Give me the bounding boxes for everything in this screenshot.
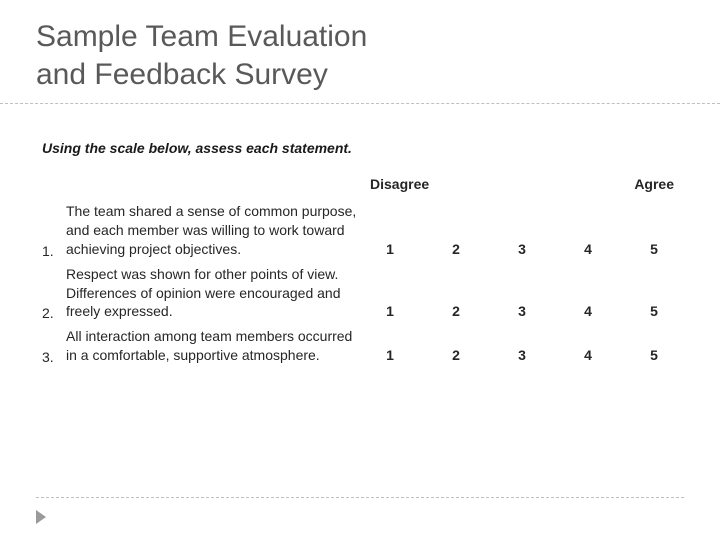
title-line-2: and Feedback Survey <box>36 56 720 94</box>
scale-option: 4 <box>568 303 608 319</box>
scale-option: 2 <box>436 241 476 257</box>
slide-title-block: Sample Team Evaluation and Feedback Surv… <box>0 0 720 93</box>
survey-item-row: 2. Respect was shown for other points of… <box>42 265 678 322</box>
scale-options: 1 2 3 4 5 <box>366 347 678 365</box>
survey-item-row: 1. The team shared a sense of common pur… <box>42 202 678 259</box>
scale-option: 4 <box>568 241 608 257</box>
scale-option: 2 <box>436 303 476 319</box>
scale-option: 1 <box>370 347 410 363</box>
scale-header: Disagree Agree <box>366 176 678 192</box>
title-line-1: Sample Team Evaluation <box>36 18 720 56</box>
scale-option: 2 <box>436 347 476 363</box>
scale-option: 3 <box>502 347 542 363</box>
item-number: 3. <box>42 349 66 365</box>
item-statement: The team shared a sense of common purpos… <box>66 202 366 259</box>
scale-header-row: Disagree Agree <box>42 176 678 192</box>
header-num-spacer <box>42 176 66 192</box>
scale-option: 5 <box>634 303 674 319</box>
scale-option: 4 <box>568 347 608 363</box>
header-stmt-spacer <box>66 176 366 192</box>
scale-option: 3 <box>502 303 542 319</box>
item-statement: All interaction among team members occur… <box>66 327 366 365</box>
bullet-arrow-icon <box>36 510 46 524</box>
item-number: 1. <box>42 243 66 259</box>
survey-table: Disagree Agree 1. The team shared a sens… <box>42 176 678 365</box>
scale-high-label: Agree <box>634 176 674 192</box>
scale-option: 5 <box>634 347 674 363</box>
scale-option: 3 <box>502 241 542 257</box>
survey-content: Using the scale below, assess each state… <box>0 104 720 365</box>
scale-option: 1 <box>370 303 410 319</box>
divider-bottom <box>36 497 684 498</box>
item-number: 2. <box>42 305 66 321</box>
scale-option: 5 <box>634 241 674 257</box>
item-statement: Respect was shown for other points of vi… <box>66 265 366 322</box>
survey-item-row: 3. All interaction among team members oc… <box>42 327 678 365</box>
scale-low-label: Disagree <box>370 176 429 192</box>
scale-options: 1 2 3 4 5 <box>366 303 678 321</box>
scale-option: 1 <box>370 241 410 257</box>
scale-options: 1 2 3 4 5 <box>366 241 678 259</box>
instruction-text: Using the scale below, assess each state… <box>42 140 678 156</box>
